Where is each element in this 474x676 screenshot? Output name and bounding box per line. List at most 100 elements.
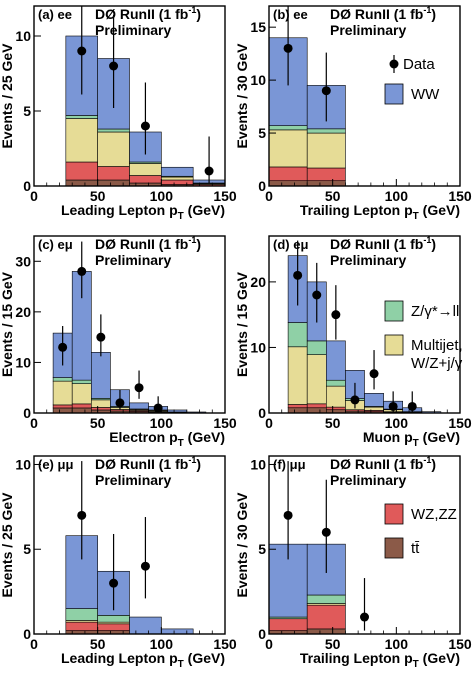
experiment-title: DØ RunII (1 fb-1) bbox=[330, 235, 436, 252]
panel-channel: ee bbox=[58, 7, 72, 22]
x-axis-label: Electron pT (GeV) bbox=[109, 429, 225, 449]
bar-ttbar bbox=[306, 407, 327, 414]
bar-ttbar bbox=[52, 407, 73, 414]
x-tick-label: 150 bbox=[213, 188, 237, 204]
y-tick-label: 30 bbox=[15, 253, 31, 269]
data-point bbox=[283, 43, 293, 53]
legend-zgamma-swatch bbox=[384, 300, 404, 322]
x-axis-label-unit: (GeV) bbox=[184, 202, 225, 218]
y-axis-label: Events / 25 GeV bbox=[0, 43, 15, 149]
legend-zgamma-label: Z/γ*→ll bbox=[411, 303, 459, 320]
bar-multijet bbox=[91, 399, 111, 408]
luminosity-exponent: -1 bbox=[188, 5, 196, 15]
x-tick-label: 100 bbox=[385, 188, 409, 204]
x-axis-label-main: Trailing Lepton p bbox=[300, 650, 413, 666]
plot-frame bbox=[268, 235, 461, 414]
data-point bbox=[407, 401, 417, 411]
bar-multijet bbox=[52, 380, 73, 406]
plot-frame bbox=[33, 455, 226, 635]
data-point bbox=[58, 342, 68, 352]
panel-tag: (c) eμ bbox=[38, 237, 73, 252]
bar-zgamma bbox=[65, 115, 98, 119]
legend-multijet-label-2: W/Z+j/γ bbox=[411, 355, 463, 372]
data-point bbox=[369, 369, 379, 379]
data-point bbox=[283, 510, 293, 520]
bar-multijet bbox=[306, 354, 327, 405]
bar-wzzz bbox=[306, 167, 346, 182]
y-axis-label: Events / 30 GeV bbox=[234, 43, 250, 149]
x-axis-label: Trailing Lepton pT (GeV) bbox=[300, 650, 460, 670]
bar-ww bbox=[91, 352, 111, 399]
x-tick-label: 50 bbox=[90, 415, 106, 431]
experiment-name: DØ RunII (1 fb bbox=[330, 456, 423, 472]
bar-zgamma bbox=[71, 379, 92, 384]
panel-tag: (b) ee bbox=[273, 7, 308, 22]
bar-zgamma bbox=[65, 608, 98, 621]
panel-b: 0 50 100 150 0 5 10 15 Trailing Lepton pT (GeV) E… bbox=[234, 5, 472, 222]
x-axis-label-subscript: T bbox=[413, 211, 419, 222]
panel-tag-letter: (f) bbox=[273, 457, 290, 472]
y-tick-label: 10 bbox=[15, 456, 31, 472]
y-tick-label: 5 bbox=[23, 103, 31, 119]
bar-zgamma bbox=[306, 128, 346, 134]
x-tick-label: 150 bbox=[213, 636, 237, 652]
plot-frame bbox=[33, 235, 226, 414]
luminosity-exponent: -1 bbox=[188, 455, 196, 465]
experiment-close: ) bbox=[196, 236, 201, 252]
bar-multijet bbox=[306, 132, 346, 169]
x-axis-label-unit: (GeV) bbox=[419, 650, 460, 666]
bar-zgamma bbox=[287, 322, 308, 348]
x-tick-label: 150 bbox=[448, 415, 472, 431]
x-tick-label: 100 bbox=[150, 636, 174, 652]
bar-ttbar bbox=[71, 407, 92, 414]
luminosity-exponent: -1 bbox=[423, 235, 431, 245]
legend-wzzz-label: WZ,ZZ bbox=[411, 506, 457, 523]
y-tick-label: 10 bbox=[250, 456, 266, 472]
data-point bbox=[109, 578, 119, 588]
panel-f: 0 50 100 150 0 5 10 Trailing Lepton pT (GeV) Eve… bbox=[234, 455, 472, 670]
y-tick-label: 5 bbox=[258, 125, 266, 141]
y-tick-label: 10 bbox=[15, 28, 31, 44]
bar-wzzz bbox=[268, 618, 308, 631]
preliminary-label: Preliminary bbox=[95, 472, 171, 488]
bar-ttbar bbox=[287, 407, 308, 414]
x-tick-label: 50 bbox=[325, 188, 341, 204]
data-point bbox=[321, 527, 331, 537]
data-point bbox=[321, 86, 331, 96]
experiment-name: DØ RunII (1 fb bbox=[95, 456, 188, 472]
experiment-name: DØ RunII (1 fb bbox=[95, 6, 188, 22]
panel-a: 0 50 100 150 0 5 10 Leading Lepton pT (GeV) Even… bbox=[0, 5, 237, 222]
legend-multijet-swatch bbox=[384, 334, 404, 356]
panel-tag-letter: (b) bbox=[273, 7, 293, 22]
bar-zgamma bbox=[52, 377, 73, 382]
bar-ttbar bbox=[306, 180, 346, 187]
x-tick-label: 50 bbox=[90, 188, 106, 204]
plot-frame bbox=[33, 5, 226, 187]
x-tick-label: 50 bbox=[325, 415, 341, 431]
bar-ww bbox=[129, 402, 149, 410]
experiment-close: ) bbox=[431, 456, 436, 472]
bar-zgamma bbox=[97, 128, 130, 133]
experiment-close: ) bbox=[196, 456, 201, 472]
x-tick-label: 0 bbox=[30, 415, 38, 431]
y-tick-label: 20 bbox=[15, 304, 31, 320]
bar-multijet bbox=[97, 131, 130, 167]
y-tick-label: 10 bbox=[15, 354, 31, 370]
bar-wzzz bbox=[306, 604, 346, 630]
bar-ww bbox=[167, 409, 188, 413]
bar-wzzz bbox=[97, 166, 130, 181]
bar-multijet bbox=[364, 406, 384, 411]
y-tick-label: 0 bbox=[258, 178, 266, 194]
bar-multijet bbox=[65, 118, 98, 163]
preliminary-label: Preliminary bbox=[330, 472, 406, 488]
experiment-close: ) bbox=[431, 6, 436, 22]
x-tick-label: 100 bbox=[150, 415, 174, 431]
y-tick-label: 0 bbox=[23, 626, 31, 642]
x-tick-label: 0 bbox=[265, 188, 273, 204]
bar-zgamma bbox=[306, 594, 346, 604]
bar-wzzz bbox=[268, 166, 308, 182]
bar-zgamma bbox=[97, 615, 130, 623]
experiment-title: DØ RunII (1 fb-1) bbox=[95, 455, 201, 472]
